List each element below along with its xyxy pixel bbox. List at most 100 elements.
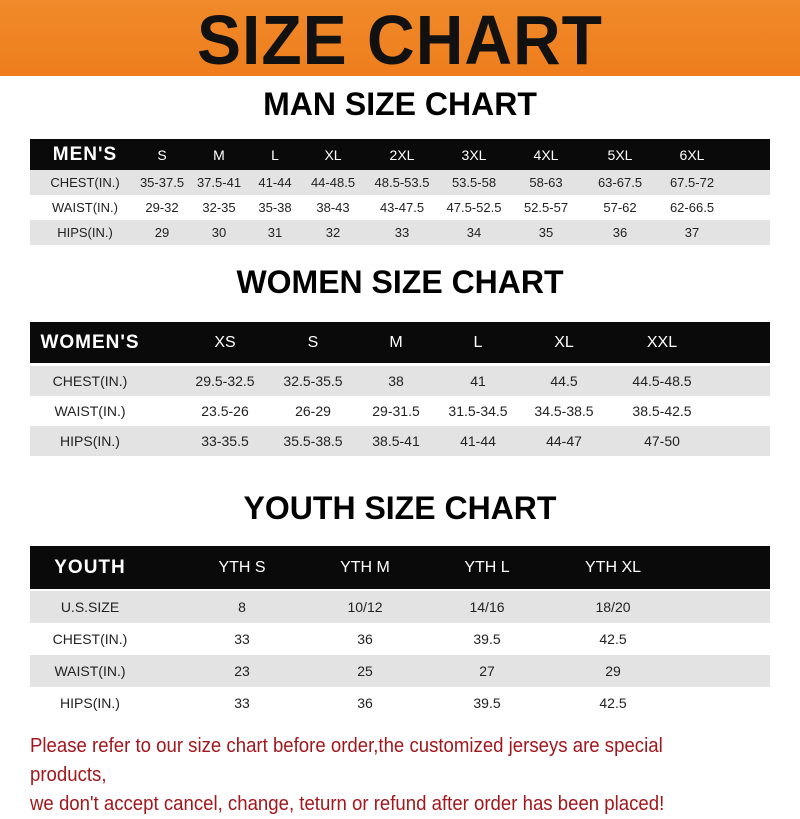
table-row: WAIST(IN.) 23.5-26 26-29 29-31.5 31.5-34.5 34… <box>30 396 770 426</box>
table-cell: 29 <box>154 225 170 240</box>
table-row: CHEST(IN.) 29.5-32.5 32.5-35.5 38 41 44.5 44.5… <box>30 366 770 396</box>
table-cell: 38.5-42.5 <box>632 403 692 419</box>
table-cell: 39.5 <box>473 631 501 647</box>
table-cell: 14/16 <box>469 599 505 615</box>
size-column-header: S <box>157 146 167 163</box>
table-header-row: MEN'S S M L XL 2XL 3XL 4XL 5XL 6XL <box>30 139 770 170</box>
table-cell: 44-47 <box>546 433 582 449</box>
table-cell: 34 <box>466 225 482 240</box>
table-row: HIPS(IN.) 33-35.5 35.5-38.5 38.5-41 41-44 44-… <box>30 426 770 456</box>
table-cell: 47.5-52.5 <box>446 200 502 215</box>
table-cell: 41-44 <box>258 175 292 190</box>
table-cell: 31 <box>267 225 283 240</box>
table-cell: 25 <box>357 663 373 679</box>
table-row: HIPS(IN.) 33 36 39.5 42.5 <box>30 687 770 719</box>
row-label: CHEST(IN.) <box>52 631 128 647</box>
table-cell: 36 <box>357 695 373 711</box>
table-cell: 42.5 <box>599 631 627 647</box>
table-cell: 32.5-35.5 <box>283 373 343 389</box>
table-cell: 44.5-48.5 <box>632 373 692 389</box>
size-column-header: M <box>389 333 403 351</box>
men-section-title: MAN SIZE CHART <box>263 86 537 122</box>
row-label: HIPS(IN.) <box>60 433 120 449</box>
table-cell: 29-31.5 <box>372 403 420 419</box>
size-column-header: S <box>307 333 319 351</box>
table-cell: 32-35 <box>202 200 236 215</box>
table-cell: 23.5-26 <box>201 403 249 419</box>
table-cell: 41 <box>470 373 486 389</box>
table-cell: 38-43 <box>316 200 350 215</box>
table-cell: 38 <box>388 373 404 389</box>
table-cell: 10/12 <box>347 599 383 615</box>
youth-section-title: YOUTH SIZE CHART <box>243 490 557 526</box>
table-cell: 62-66.5 <box>669 200 715 215</box>
table-cell: 47-50 <box>644 433 680 449</box>
table-cell: 18/20 <box>595 599 631 615</box>
table-corner-label: WOMEN'S <box>40 331 140 353</box>
size-column-header: XL <box>554 333 574 351</box>
table-cell: 31.5-34.5 <box>448 403 508 419</box>
table-cell: 36 <box>357 631 373 647</box>
table-cell: 63-67.5 <box>597 175 643 190</box>
table-cell: 34.5-38.5 <box>534 403 594 419</box>
title-banner: SIZE CHART <box>0 0 800 79</box>
row-label: CHEST(IN.) <box>50 175 120 190</box>
table-row: WAIST(IN.) 29-32 32-35 35-38 38-43 43-47.5 47.… <box>30 195 770 220</box>
page-title: SIZE CHART <box>197 1 603 79</box>
table-cell: 58-63 <box>529 175 563 190</box>
size-column-header: XXL <box>646 333 678 351</box>
row-label: HIPS(IN.) <box>60 695 120 711</box>
size-column-header: YTH XL <box>584 558 642 576</box>
table-cell: 67.5-72 <box>669 175 715 190</box>
size-column-header: YTH L <box>464 558 510 576</box>
size-column-header: 6XL <box>679 146 705 163</box>
size-column-header: YTH S <box>218 558 266 576</box>
size-column-header: XS <box>214 333 236 351</box>
table-cell: 37 <box>684 225 700 240</box>
women-section-title: WOMEN SIZE CHART <box>236 264 564 300</box>
table-row: HIPS(IN.) 29 30 31 32 33 34 35 36 37 <box>30 220 770 245</box>
table-cell: 44-48.5 <box>310 175 356 190</box>
row-label: CHEST(IN.) <box>52 373 128 389</box>
size-column-header: 3XL <box>461 146 487 163</box>
size-column-header: L <box>271 146 279 163</box>
table-cell: 57-62 <box>603 200 637 215</box>
table-row: CHEST(IN.) 35-37.5 37.5-41 41-44 44-48.5 48.5… <box>30 170 770 195</box>
table-cell: 33 <box>234 631 250 647</box>
size-column-header: 4XL <box>533 146 559 163</box>
size-column-header: YTH M <box>340 558 390 576</box>
size-column-header: M <box>213 146 225 163</box>
size-column-header: 5XL <box>607 146 633 163</box>
table-cell: 39.5 <box>473 695 501 711</box>
row-label: WAIST(IN.) <box>54 403 126 419</box>
size-column-header: L <box>473 333 483 351</box>
row-label: WAIST(IN.) <box>54 663 126 679</box>
table-cell: 37.5-41 <box>196 175 242 190</box>
table-row: WAIST(IN.) 23 25 27 29 <box>30 655 770 687</box>
order-note: Please refer to our size chart before or… <box>30 732 737 819</box>
table-cell: 43-47.5 <box>379 200 425 215</box>
size-column-header: XL <box>324 146 342 163</box>
table-cell: 29.5-32.5 <box>195 373 255 389</box>
table-corner-label: MEN'S <box>52 143 118 165</box>
table-cell: 44.5 <box>550 373 578 389</box>
table-cell: 33-35.5 <box>201 433 249 449</box>
table-cell: 35-38 <box>258 200 292 215</box>
order-note-line-1: Please refer to our size chart before or… <box>30 735 663 786</box>
table-cell: 35 <box>538 225 554 240</box>
table-header-row: YOUTH YTH S YTH M YTH L YTH XL <box>30 546 770 589</box>
table-cell: 53.5-58 <box>451 175 497 190</box>
table-cell: 33 <box>234 695 250 711</box>
table-cell: 23 <box>234 663 250 679</box>
table-row: CHEST(IN.) 33 36 39.5 42.5 <box>30 623 770 655</box>
table-cell: 35-37.5 <box>139 175 185 190</box>
table-cell: 35.5-38.5 <box>283 433 343 449</box>
table-cell: 27 <box>479 663 495 679</box>
size-column-header: 2XL <box>389 146 415 163</box>
order-note-line-2: we don't accept cancel, change, teturn o… <box>30 793 665 815</box>
table-cell: 41-44 <box>460 433 496 449</box>
row-label: U.S.SIZE <box>60 599 120 615</box>
table-cell: 33 <box>394 225 410 240</box>
table-corner-label: YOUTH <box>54 556 126 578</box>
table-cell: 8 <box>238 599 246 615</box>
